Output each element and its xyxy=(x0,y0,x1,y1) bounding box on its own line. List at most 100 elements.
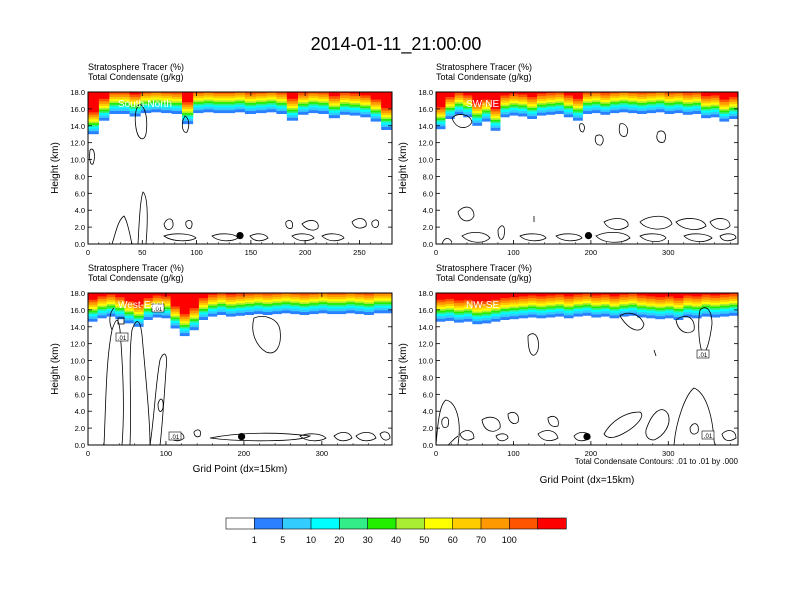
x-tick-label: 150 xyxy=(245,248,258,257)
condensate-contour xyxy=(137,191,148,244)
y-tick-label: 18.0 xyxy=(70,289,85,298)
colorbar-label: 50 xyxy=(419,535,429,545)
y-tick-label: 14.0 xyxy=(70,122,85,131)
tracer-cell xyxy=(627,92,638,97)
condensate-contour xyxy=(519,233,547,242)
tracer-cell xyxy=(646,92,656,97)
tracer-cell xyxy=(98,92,110,99)
tracer-cell xyxy=(88,293,98,300)
tracer-cell xyxy=(646,92,656,94)
colorbar-label: 20 xyxy=(334,535,344,545)
tracer-cell xyxy=(96,293,107,297)
tracer-cell xyxy=(308,293,319,295)
subtitle-line2: Total Condensate (g/kg) xyxy=(88,72,184,82)
tracer-cell xyxy=(554,293,565,295)
tracer-cell xyxy=(328,92,340,97)
tracer-cell xyxy=(244,293,255,296)
colorbar-swatch xyxy=(395,517,425,530)
tracer-cell xyxy=(124,293,135,302)
panel-bottom-right: Stratosphere Tracer (%)Total Condensate … xyxy=(398,263,739,486)
tracer-cell xyxy=(582,92,592,95)
y-tick-label: 2.0 xyxy=(75,223,85,232)
tracer-cell xyxy=(345,293,356,297)
contour-label-box xyxy=(151,303,165,313)
tracer-cell xyxy=(472,92,483,104)
tracer-cell xyxy=(265,92,277,96)
tracer-cell xyxy=(216,293,227,299)
location-marker xyxy=(584,232,593,240)
condensate-contour xyxy=(618,123,628,137)
tracer-cell xyxy=(627,293,638,297)
tracer-cell xyxy=(253,293,264,295)
y-tick-label: 4.0 xyxy=(75,206,85,215)
tracer-cell xyxy=(454,293,464,301)
tracer-cell xyxy=(364,293,374,296)
tracer-cell xyxy=(161,92,173,97)
contour-label: .01 xyxy=(154,307,163,313)
tracer-cell xyxy=(701,293,711,298)
tracer-cell xyxy=(152,293,162,296)
condensate-contour xyxy=(603,411,643,438)
condensate-contour xyxy=(157,398,164,412)
colorbar-swatch xyxy=(225,517,255,530)
subtitle-line1: Stratosphere Tracer (%) xyxy=(436,62,532,72)
x-tick-label: 200 xyxy=(299,248,312,257)
condensate-contours xyxy=(441,114,737,244)
subtitle-line2: Total Condensate (g/kg) xyxy=(88,273,184,283)
contour-label-box xyxy=(115,332,129,342)
condensate-contour xyxy=(301,220,319,231)
tracer-cell xyxy=(203,92,215,96)
y-tick-label: 4.0 xyxy=(75,407,85,416)
tracer-cell xyxy=(349,92,361,94)
tracer-cell xyxy=(481,92,492,100)
condensate-contour xyxy=(379,431,391,441)
x-tick-label: 0 xyxy=(86,248,90,257)
y-tick-label: 2.0 xyxy=(423,424,433,433)
tracer-cell xyxy=(554,293,565,298)
colorbar-label: 10 xyxy=(306,535,316,545)
condensate-contour xyxy=(689,423,699,435)
x-tick-label: 0 xyxy=(86,449,90,458)
tracer-cell xyxy=(637,92,647,95)
tracer-cell xyxy=(235,293,245,297)
y-tick-label: 0.0 xyxy=(75,441,85,450)
tracer-cell xyxy=(255,92,267,94)
condensate-contour xyxy=(603,218,629,230)
tracer-cell xyxy=(152,293,162,299)
tracer-cell xyxy=(161,92,173,94)
tracer-cell xyxy=(664,92,675,95)
tracer-cell xyxy=(637,293,647,299)
tracer-cell xyxy=(88,92,99,113)
tracer-cell xyxy=(454,92,464,96)
tracer-cell xyxy=(192,92,204,94)
tracer-cell xyxy=(327,293,337,298)
y-tick-label: 16.0 xyxy=(70,306,85,315)
tracer-cell xyxy=(600,293,611,298)
condensate-contour xyxy=(537,430,559,442)
condensate-contour xyxy=(495,433,509,442)
tracer-cell xyxy=(444,293,455,299)
x-axis-label: Grid Point (dx=15km) xyxy=(193,464,288,475)
tracer-cell xyxy=(664,293,675,297)
condensate-contour xyxy=(507,412,519,424)
condensate-contour xyxy=(249,233,269,242)
colorbar-label: 40 xyxy=(391,535,401,545)
tracer-cell xyxy=(140,92,152,94)
tracer-cell xyxy=(207,293,218,295)
condensate-contour xyxy=(555,233,583,242)
y-tick-label: 14.0 xyxy=(418,122,433,131)
y-tick-label: 16.0 xyxy=(418,105,433,114)
tracer-cell xyxy=(179,293,190,315)
tracer-cell xyxy=(554,92,565,98)
condensate-contour xyxy=(181,115,190,133)
tracer-cell xyxy=(339,92,351,96)
tracer-cell xyxy=(582,92,592,98)
tracer-cell xyxy=(728,293,738,297)
tracer-cell xyxy=(591,293,602,299)
condensate-contour xyxy=(436,399,460,445)
tracer-cell xyxy=(336,293,347,298)
y-tick-label: 6.0 xyxy=(75,390,85,399)
y-tick-label: 0.0 xyxy=(423,240,433,249)
y-tick-label: 6.0 xyxy=(423,390,433,399)
